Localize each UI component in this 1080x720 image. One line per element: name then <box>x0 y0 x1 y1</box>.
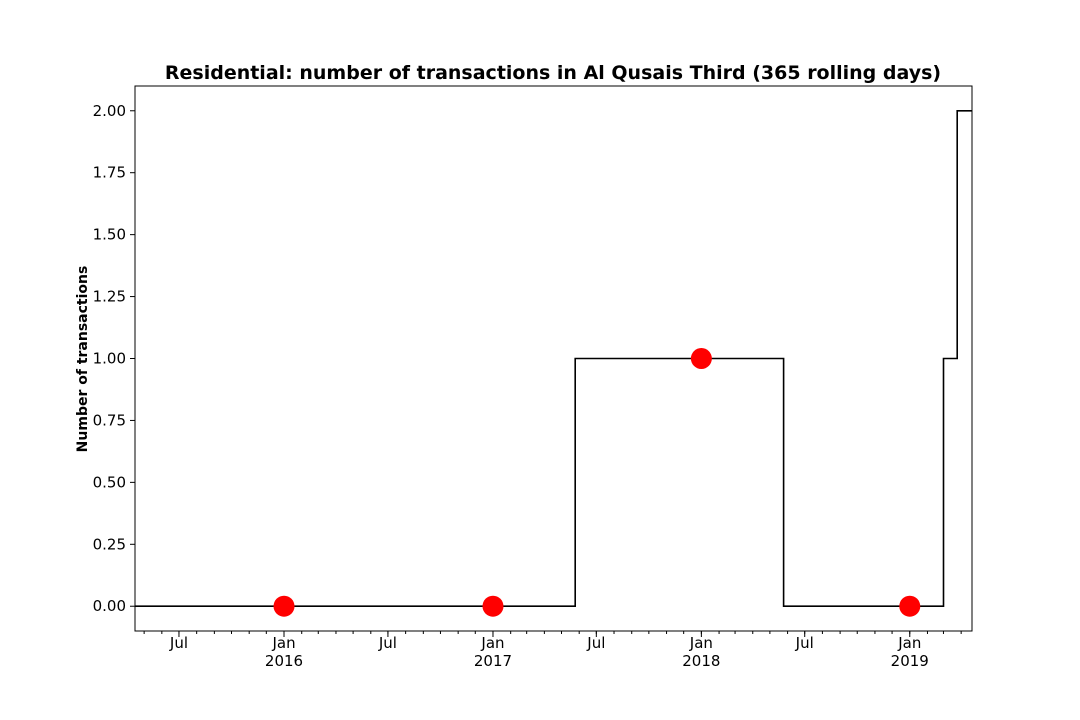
y-tick-label: 1.00 <box>93 350 126 368</box>
x-tick-label: Jan <box>480 634 504 652</box>
axis-ticks: 0.00 0.25 0.50 0.75 1.00 1.25 1.50 1.75 2.00 Jul J… <box>93 102 962 670</box>
x-tick-year-label: 2016 <box>265 652 303 670</box>
chart-title: Residential: number of transactions in A… <box>165 62 941 84</box>
y-tick-label: 1.75 <box>93 164 126 182</box>
x-tick-label: Jul <box>795 634 814 652</box>
y-tick-label: 2.00 <box>93 102 126 120</box>
x-tick-label: Jul <box>586 634 605 652</box>
y-tick-label: 0.25 <box>93 535 126 553</box>
y-tick-label: 0.75 <box>93 411 126 429</box>
x-tick-label: Jan <box>689 634 713 652</box>
data-point-marker <box>899 595 921 617</box>
x-tick-label: Jan <box>897 634 921 652</box>
data-point-marker <box>273 595 295 617</box>
transactions-line <box>135 110 972 608</box>
y-tick-label: 0.50 <box>93 473 126 491</box>
y-tick-label: 1.50 <box>93 226 126 244</box>
data-point-marker <box>482 595 504 617</box>
plot-frame <box>134 85 973 632</box>
x-tick-label: Jan <box>271 634 295 652</box>
y-axis-label: Number of transactions <box>75 266 91 453</box>
data-point-marker <box>690 348 712 369</box>
x-tick-year-label: 2017 <box>474 652 512 670</box>
y-tick-label: 0.00 <box>93 597 126 615</box>
x-tick-year-label: 2019 <box>891 652 929 670</box>
x-tick-label: Jul <box>378 634 397 652</box>
y-tick-label: 1.25 <box>93 288 126 306</box>
series-layer <box>135 110 972 617</box>
x-tick-year-label: 2018 <box>682 652 720 670</box>
x-tick-label: Jul <box>169 634 188 652</box>
